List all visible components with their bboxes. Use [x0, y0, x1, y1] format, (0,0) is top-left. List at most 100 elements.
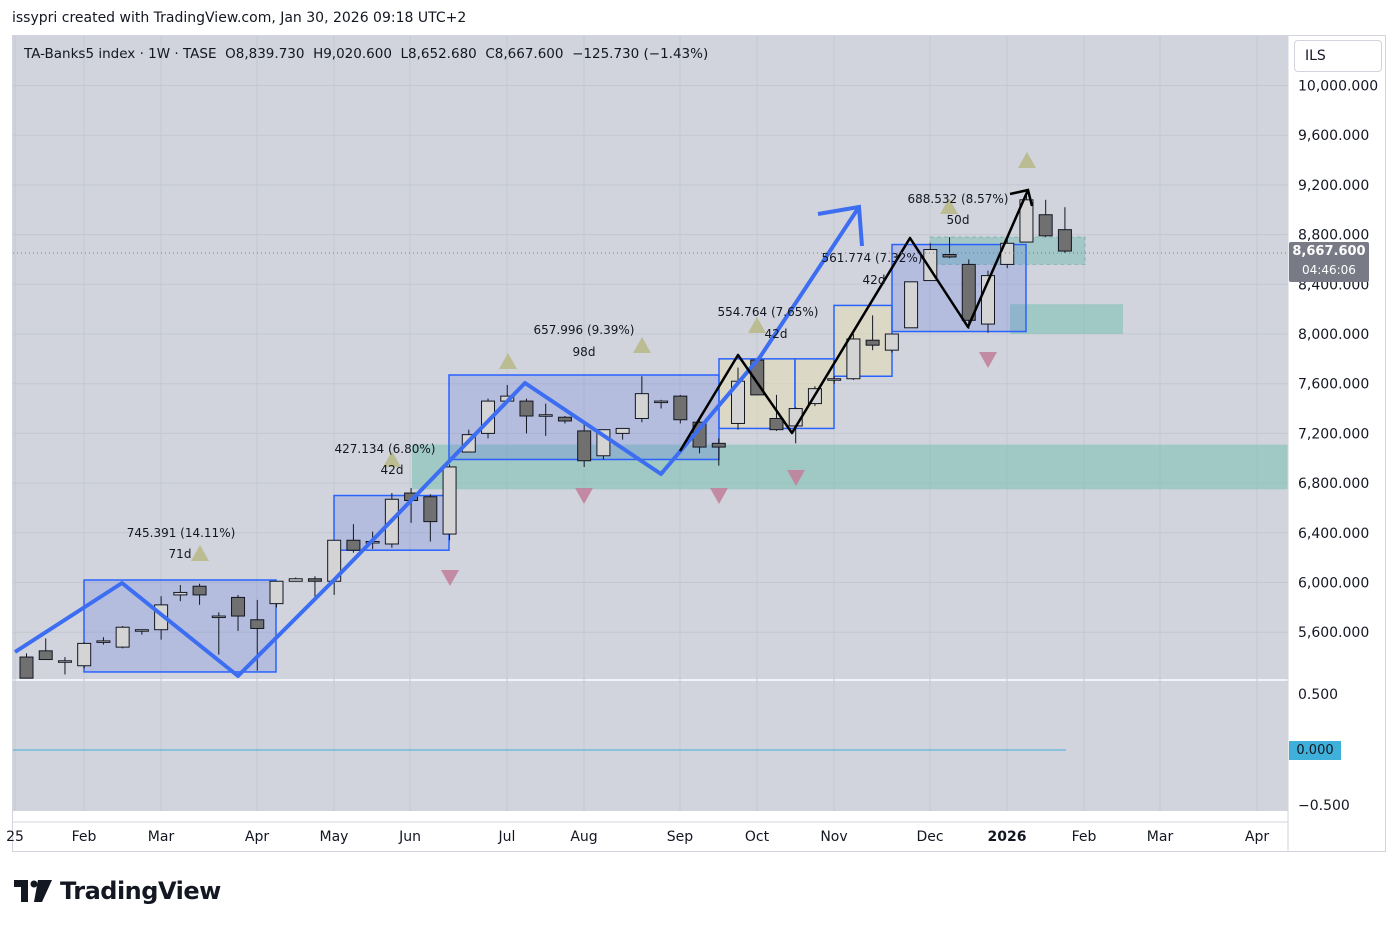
measure-label: 427.134 (6.80%) — [335, 442, 436, 456]
oscillator-zero-tag: 0.000 — [1289, 741, 1341, 760]
candle-body — [19, 656, 34, 679]
measure-duration: 71d — [169, 547, 192, 561]
price-tick-label: 9,200.000 — [1298, 178, 1369, 194]
candle-body — [577, 430, 592, 462]
candle-body — [654, 400, 669, 404]
price-tick-label: 7,200.000 — [1298, 426, 1369, 442]
measure-label: 561.774 (7.32%) — [822, 251, 923, 265]
last-price-value: 8,667.600 — [1292, 244, 1366, 259]
currency-button[interactable]: ILS — [1294, 40, 1382, 72]
candle-body — [538, 414, 553, 417]
time-tick-label: Feb — [1072, 829, 1097, 845]
candle — [346, 524, 361, 553]
legend-interval[interactable]: 1W — [148, 46, 171, 62]
candle-body — [557, 416, 572, 422]
demand-zone — [412, 444, 1288, 490]
swing-low-marker — [979, 352, 997, 368]
candle-body — [38, 650, 53, 661]
candle — [231, 594, 246, 631]
candle — [38, 638, 53, 661]
candle — [1000, 238, 1015, 269]
time-tick-label: Jul — [498, 829, 516, 845]
candle-body — [423, 496, 438, 523]
price-tick-label: 7,600.000 — [1298, 377, 1369, 393]
candle — [615, 427, 630, 440]
candle-body — [904, 281, 919, 329]
measure-duration: 42d — [765, 327, 788, 341]
swing-high-marker — [633, 337, 651, 353]
candle-body — [173, 591, 188, 596]
wave-zigzag — [13, 205, 861, 678]
candle-body — [288, 578, 303, 582]
candle-body — [1019, 199, 1034, 243]
time-tick-label: Oct — [745, 829, 770, 845]
time-tick-label: Feb — [72, 829, 97, 845]
candle-body — [711, 442, 726, 448]
subwave-zigzag — [678, 189, 1030, 452]
candle-body — [77, 642, 92, 667]
candle-body — [846, 338, 861, 380]
legend-high: H9,020.600 — [313, 46, 392, 62]
time-tick-label: Dec — [916, 829, 943, 845]
time-tick-label: Aug — [570, 829, 597, 845]
price-tick-label: 8,000.000 — [1298, 327, 1369, 343]
legend-close: C8,667.600 — [485, 46, 564, 62]
candle — [1019, 192, 1034, 243]
price-tick-label: 6,000.000 — [1298, 576, 1369, 592]
candle — [1057, 207, 1072, 253]
candle-body — [615, 427, 630, 434]
candle — [884, 333, 899, 353]
oscillator-pane-background — [13, 681, 1288, 811]
candles-layer — [19, 192, 1072, 679]
time-tick-label: Sep — [667, 829, 694, 845]
swing-high-marker — [1018, 152, 1036, 168]
candle — [134, 629, 149, 635]
price-axis[interactable]: 10,000.0009,600.0009,200.0008,800.0008,4… — [1298, 79, 1378, 815]
candle-body — [1057, 229, 1072, 252]
time-tick-label: 25 — [6, 829, 24, 845]
candle — [538, 403, 553, 436]
tradingview-logo[interactable]: TradingView — [14, 877, 221, 905]
candle-body — [250, 619, 265, 629]
candle-body — [307, 578, 322, 582]
time-tick-label: Nov — [820, 829, 847, 845]
candle-body — [346, 539, 361, 551]
bar-countdown: 04:46:06 — [1302, 263, 1356, 277]
price-tick-label: 8,800.000 — [1298, 228, 1369, 244]
candle-body — [769, 417, 784, 431]
candle-body — [884, 333, 899, 351]
candle — [307, 576, 322, 600]
candle — [77, 642, 92, 669]
candle — [192, 583, 207, 605]
candle — [1038, 199, 1053, 238]
candle — [96, 637, 111, 645]
brand-name: TradingView — [60, 877, 221, 905]
swing-low-marker — [441, 570, 459, 586]
candle-body — [634, 393, 649, 419]
swing-high-marker — [191, 545, 209, 561]
measure-label: 554.764 (7.65%) — [718, 305, 819, 319]
measure-duration: 50d — [947, 213, 970, 227]
swing-low-marker — [575, 488, 593, 504]
candle — [423, 494, 438, 542]
candle-body — [673, 395, 688, 421]
candle-body — [961, 263, 976, 321]
measure-label: 688.532 (8.57%) — [908, 192, 1009, 206]
candle-body — [827, 378, 842, 381]
annotation-layer: 745.391 (14.11%) 71d 427.134 (6.80%) 42d 657… — [13, 152, 1288, 678]
legend-symbol[interactable]: TA-Banks5 index — [24, 46, 136, 62]
candle — [519, 398, 534, 434]
candle-body — [57, 660, 72, 663]
time-tick-label: Jun — [398, 829, 421, 845]
candle-body — [192, 585, 207, 596]
candle — [115, 625, 130, 649]
candle — [865, 315, 880, 351]
price-tick-label: 5,600.000 — [1298, 625, 1369, 641]
time-tick-label: Mar — [1147, 829, 1174, 845]
time-axis[interactable]: 25 Feb Mar Apr May Jun Jul Aug Sep Oct Nov Dec 2026 F… — [6, 829, 1269, 845]
swing-high-marker — [940, 198, 958, 214]
time-tick-label: Mar — [148, 829, 175, 845]
candle — [19, 653, 34, 679]
candle — [942, 237, 957, 259]
